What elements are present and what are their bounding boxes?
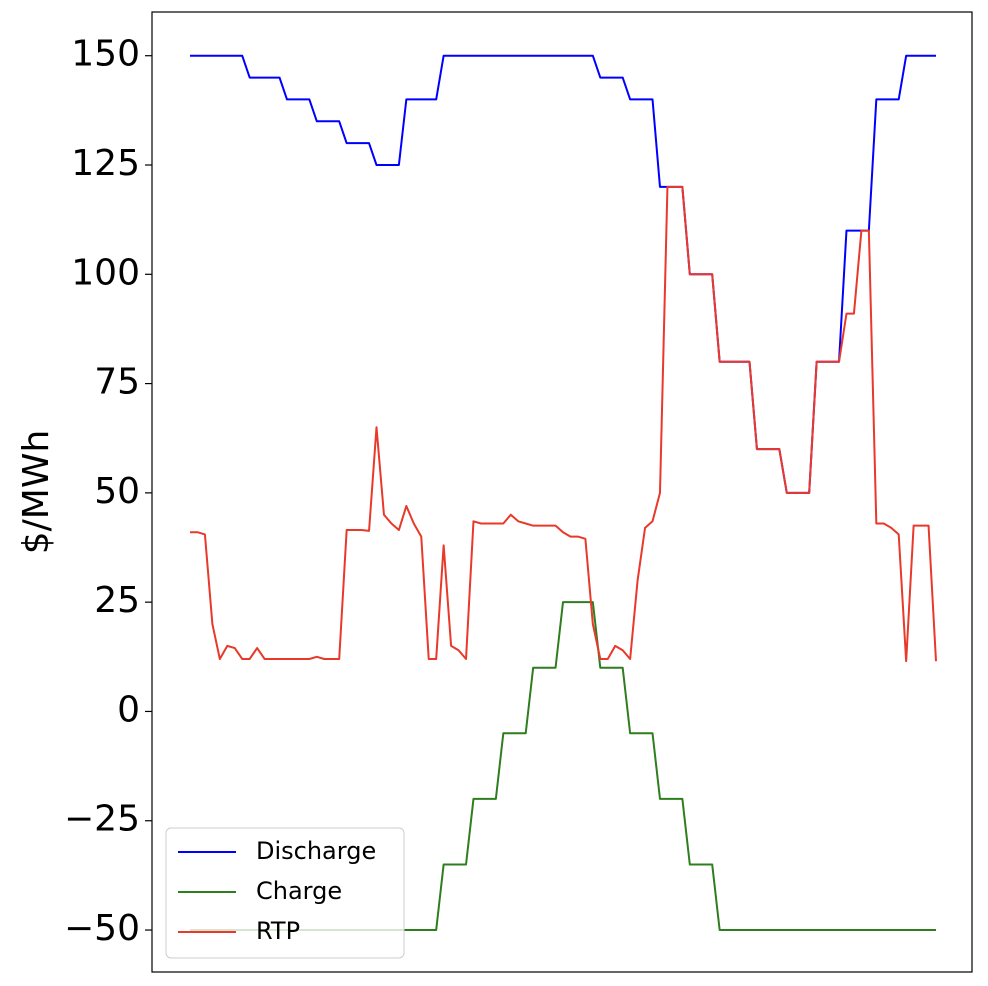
y-tick-label: −50: [64, 908, 140, 949]
y-tick-label: −25: [64, 799, 140, 840]
legend-label: Discharge: [256, 837, 376, 865]
y-tick-label: 125: [71, 143, 140, 184]
y-tick-label: 75: [94, 362, 140, 403]
y-axis-label: $/MWh: [16, 430, 57, 555]
y-tick-label: 100: [71, 252, 140, 293]
y-tick-label: 50: [94, 471, 140, 512]
legend-label: Charge: [256, 877, 342, 905]
series-line: [190, 185, 937, 663]
y-tick-label: 25: [94, 580, 140, 621]
y-tick-label: 150: [71, 34, 140, 75]
series-line: [190, 54, 936, 494]
legend-box: [165, 827, 405, 959]
plot-frame: [151, 11, 973, 973]
legend-label: RTP: [256, 917, 300, 945]
y-tick-label: 0: [117, 689, 140, 730]
